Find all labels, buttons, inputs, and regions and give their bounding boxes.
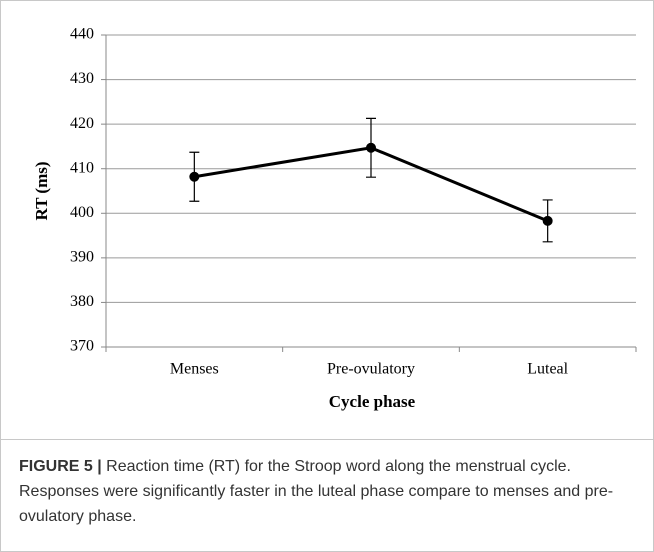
caption-label: FIGURE 5 | — [19, 458, 102, 475]
caption-text: Reaction time (RT) for the Stroop word a… — [19, 458, 614, 525]
y-axis-title: RT (ms) — [32, 161, 51, 220]
y-tick-label: 390 — [70, 249, 94, 266]
y-tick-label: 420 — [70, 115, 94, 132]
y-tick-label: 400 — [70, 204, 94, 221]
x-tick-label: Pre-ovulatory — [327, 361, 415, 378]
x-tick-label: Luteal — [527, 361, 568, 378]
marker — [542, 215, 553, 226]
y-tick-label: 370 — [70, 338, 94, 355]
y-tick-label: 430 — [70, 70, 94, 87]
y-tick-label: 440 — [70, 26, 94, 43]
chart: Cycle phase RT (ms) 370 380 390 400 410 420 43… — [32, 26, 637, 411]
caption: FIGURE 5 | Reaction time (RT) for the St… — [1, 439, 653, 551]
y-tick-label: 380 — [70, 293, 94, 310]
y-tick-label: 410 — [70, 159, 94, 176]
x-tick-label: Menses — [170, 361, 219, 378]
marker — [189, 171, 200, 182]
x-axis-title: Cycle phase — [329, 392, 416, 411]
marker — [366, 142, 376, 153]
